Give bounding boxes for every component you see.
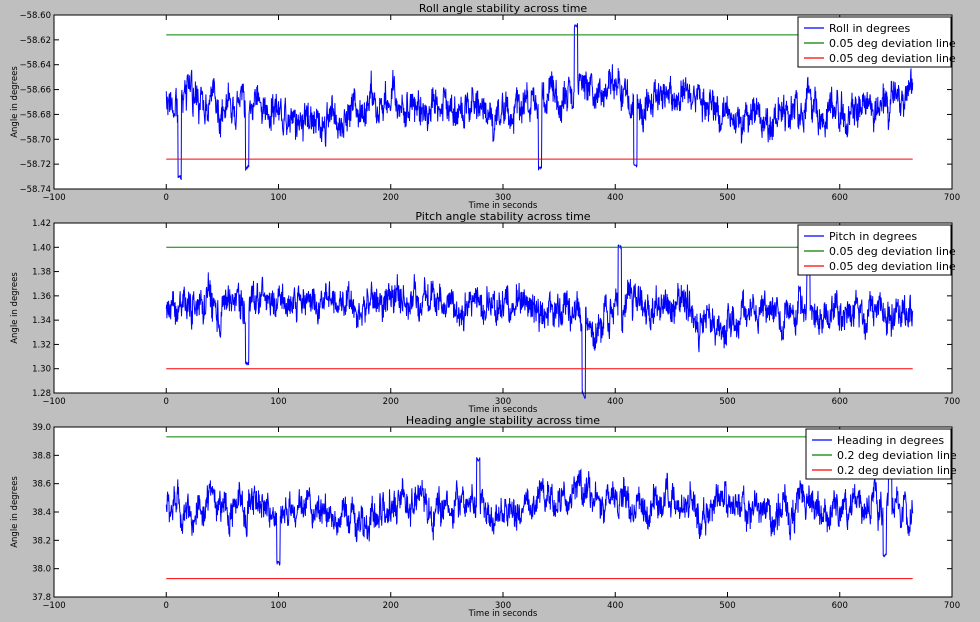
x-tick-label: −100 <box>42 193 65 203</box>
y-tick-label: 38.8 <box>32 451 51 461</box>
chart-0: Roll angle stability across time −100 0 100… <box>10 2 960 211</box>
y-tick-label: 1.42 <box>32 219 51 229</box>
legend-label: 0.05 deg deviation line <box>829 52 956 65</box>
x-tick-label: 700 <box>944 397 960 407</box>
x-tick-label: 300 <box>495 193 511 203</box>
y-axis-label: Angle in degrees <box>10 272 20 344</box>
y-tick-label: −58.60 <box>20 11 51 21</box>
x-tick-label: 100 <box>270 397 286 407</box>
x-tick-label: 600 <box>832 397 848 407</box>
legend: Heading in degrees 0.2 deg deviation line… <box>805 428 957 480</box>
y-tick-label: −58.68 <box>20 110 51 120</box>
legend-label: 0.2 deg deviation line <box>837 449 957 462</box>
legend-label: Pitch in degrees <box>829 230 917 243</box>
y-tick-label: 1.36 <box>32 292 51 302</box>
x-tick-label: 100 <box>270 601 286 611</box>
legend: Roll in degrees 0.05 deg deviation line 0.… <box>797 16 956 68</box>
legend-box <box>805 428 952 480</box>
x-tick-label: 400 <box>607 397 623 407</box>
x-tick-label: −100 <box>42 601 65 611</box>
chart-title: Heading angle stability across time <box>406 414 600 427</box>
y-tick-label: 38.6 <box>32 480 51 490</box>
x-tick-label: 400 <box>607 601 623 611</box>
series-line-signal <box>165 23 914 180</box>
y-tick-label: 1.32 <box>32 340 51 350</box>
x-tick-label: 0 <box>164 397 169 407</box>
series-line-signal <box>165 244 914 400</box>
x-tick-label: 400 <box>607 193 623 203</box>
y-tick-label: 39.0 <box>32 423 51 433</box>
x-tick-label: 700 <box>944 601 960 611</box>
x-tick-label: 500 <box>719 601 735 611</box>
y-tick-label: 38.0 <box>32 565 51 575</box>
legend-label: 0.05 deg deviation line <box>829 37 956 50</box>
x-tick-label: −100 <box>42 397 65 407</box>
series-line-signal <box>165 457 914 566</box>
x-tick-label: 0 <box>164 601 169 611</box>
x-tick-label: 0 <box>164 193 169 203</box>
legend-label: Roll in degrees <box>829 22 911 35</box>
x-tick-label: 500 <box>719 397 735 407</box>
chart-title: Pitch angle stability across time <box>415 210 590 223</box>
y-tick-label: 38.4 <box>32 508 51 518</box>
y-tick-label: −58.62 <box>20 36 51 46</box>
y-tick-label: −58.70 <box>20 135 51 145</box>
x-tick-label: 300 <box>495 397 511 407</box>
x-tick-label: 700 <box>944 193 960 203</box>
x-tick-label: 200 <box>383 397 399 407</box>
x-axis-label: Time in seconds <box>468 609 538 619</box>
x-axis-label: Time in seconds <box>468 201 538 211</box>
y-tick-label: −58.64 <box>20 61 51 71</box>
x-tick-label: 200 <box>383 601 399 611</box>
y-tick-label: −58.74 <box>20 185 51 195</box>
x-tick-label: 200 <box>383 193 399 203</box>
legend-label: 0.2 deg deviation line <box>837 464 957 477</box>
chart-title: Roll angle stability across time <box>419 2 588 15</box>
y-tick-label: 1.34 <box>32 316 51 326</box>
legend: Pitch in degrees 0.05 deg deviation line 0… <box>797 224 956 276</box>
x-tick-label: 600 <box>832 193 848 203</box>
y-tick-label: 37.8 <box>32 593 51 603</box>
y-tick-label: 38.2 <box>32 536 51 546</box>
legend-box <box>797 224 952 276</box>
y-axis-label: Angle in degrees <box>10 476 20 548</box>
x-tick-label: 100 <box>270 193 286 203</box>
y-tick-label: 1.28 <box>32 389 51 399</box>
y-tick-label: −58.72 <box>20 160 51 170</box>
legend-label: 0.05 deg deviation line <box>829 245 956 258</box>
legend-label: 0.05 deg deviation line <box>829 260 956 273</box>
y-axis-label: Angle in degrees <box>10 66 20 138</box>
chart-2: Heading angle stability across time −100 0… <box>10 414 960 619</box>
x-tick-label: 600 <box>832 601 848 611</box>
x-tick-label: 500 <box>719 193 735 203</box>
y-tick-label: −58.66 <box>20 86 51 96</box>
y-tick-label: 1.30 <box>32 365 51 375</box>
legend-box <box>797 16 952 68</box>
y-tick-label: 1.40 <box>32 243 51 253</box>
chart-1: Pitch angle stability across time −100 0 10… <box>10 210 960 415</box>
x-axis-label: Time in seconds <box>468 405 538 415</box>
legend-label: Heading in degrees <box>837 434 944 447</box>
y-tick-label: 1.38 <box>32 268 51 278</box>
x-tick-label: 300 <box>495 601 511 611</box>
